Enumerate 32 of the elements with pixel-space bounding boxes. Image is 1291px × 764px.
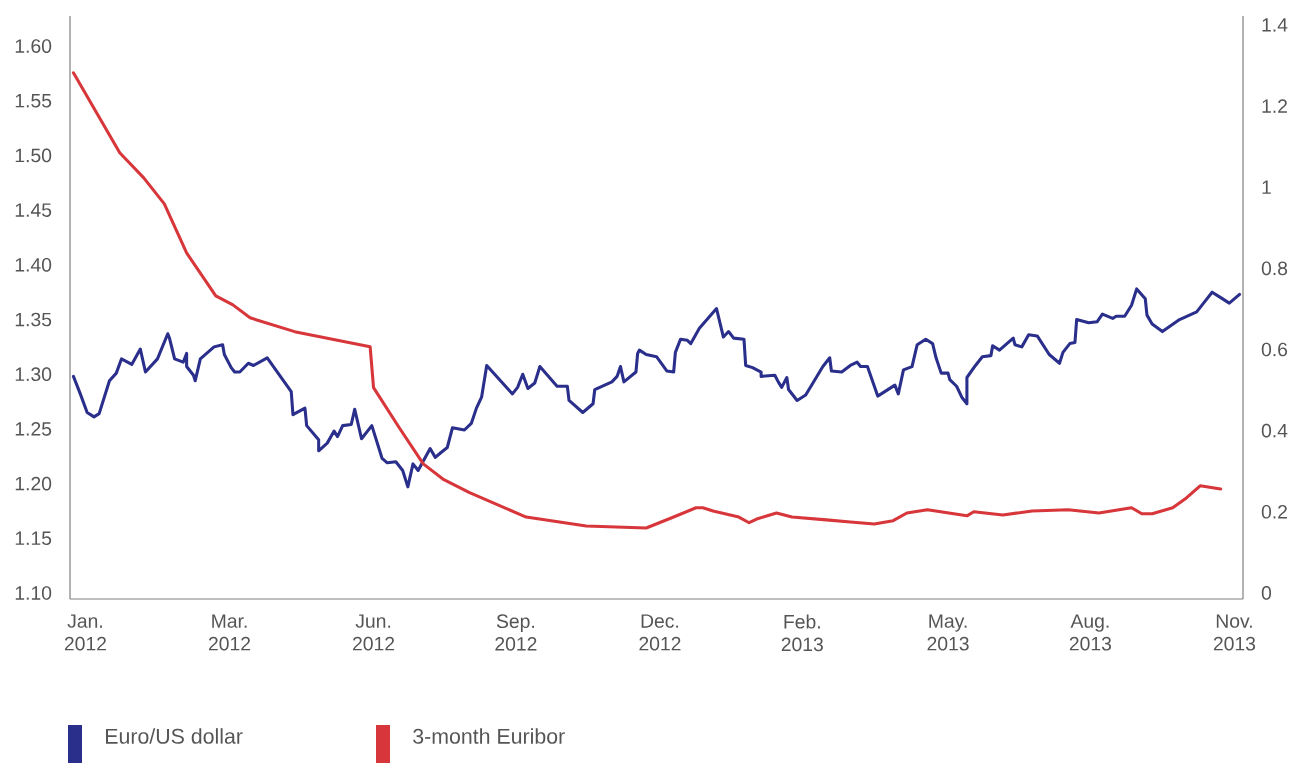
y2-tick-label: 1.4 xyxy=(1262,18,1288,32)
y2-tick-label: 1.2 xyxy=(1262,99,1287,113)
y-tick-label: 1.30 xyxy=(15,367,52,382)
x-tick-label: Nov. 2013 xyxy=(1213,614,1256,651)
y-tick-label: 1.10 xyxy=(15,586,52,600)
y-tick-label: 1.55 xyxy=(15,94,52,108)
y2-tick-label: 0.2 xyxy=(1261,504,1287,519)
legend-label: 3-month Euribor xyxy=(413,728,565,744)
x-tick-label: Dec. 2012 xyxy=(639,614,681,651)
x-tick-label: Mar. 2012 xyxy=(208,614,251,651)
y-tick-label: 1.20 xyxy=(15,476,52,491)
y-tick-label: 1.35 xyxy=(15,312,52,327)
y-tick-label: 1.50 xyxy=(15,148,52,163)
y2-tick-label: 1 xyxy=(1262,180,1271,194)
x-tick-label: Aug. 2013 xyxy=(1069,614,1112,651)
y-tick-label: 1.15 xyxy=(15,531,52,546)
y2-tick-label: 0.6 xyxy=(1261,342,1288,357)
x-tick-label: Sep. 2012 xyxy=(495,614,537,651)
y2-tick-label: 0.4 xyxy=(1261,423,1288,438)
legend-label: Euro/US dollar xyxy=(106,728,243,744)
y-tick-label: 1.40 xyxy=(15,257,52,272)
x-tick-label: Feb. 2013 xyxy=(781,614,823,652)
line-series xyxy=(71,287,1242,489)
x-tick-label: May. 2013 xyxy=(927,614,969,651)
line-series xyxy=(71,71,1223,530)
y2-tick-label: 0.8 xyxy=(1261,261,1288,276)
x-tick-label: Jun. 2012 xyxy=(353,614,395,651)
y-tick-label: 1.60 xyxy=(15,39,52,53)
x-tick-label: Jan. 2012 xyxy=(64,614,106,651)
y-tick-label: 1.25 xyxy=(15,422,52,436)
y2-tick-label: 0 xyxy=(1261,586,1272,600)
y-tick-label: 1.45 xyxy=(15,203,52,217)
